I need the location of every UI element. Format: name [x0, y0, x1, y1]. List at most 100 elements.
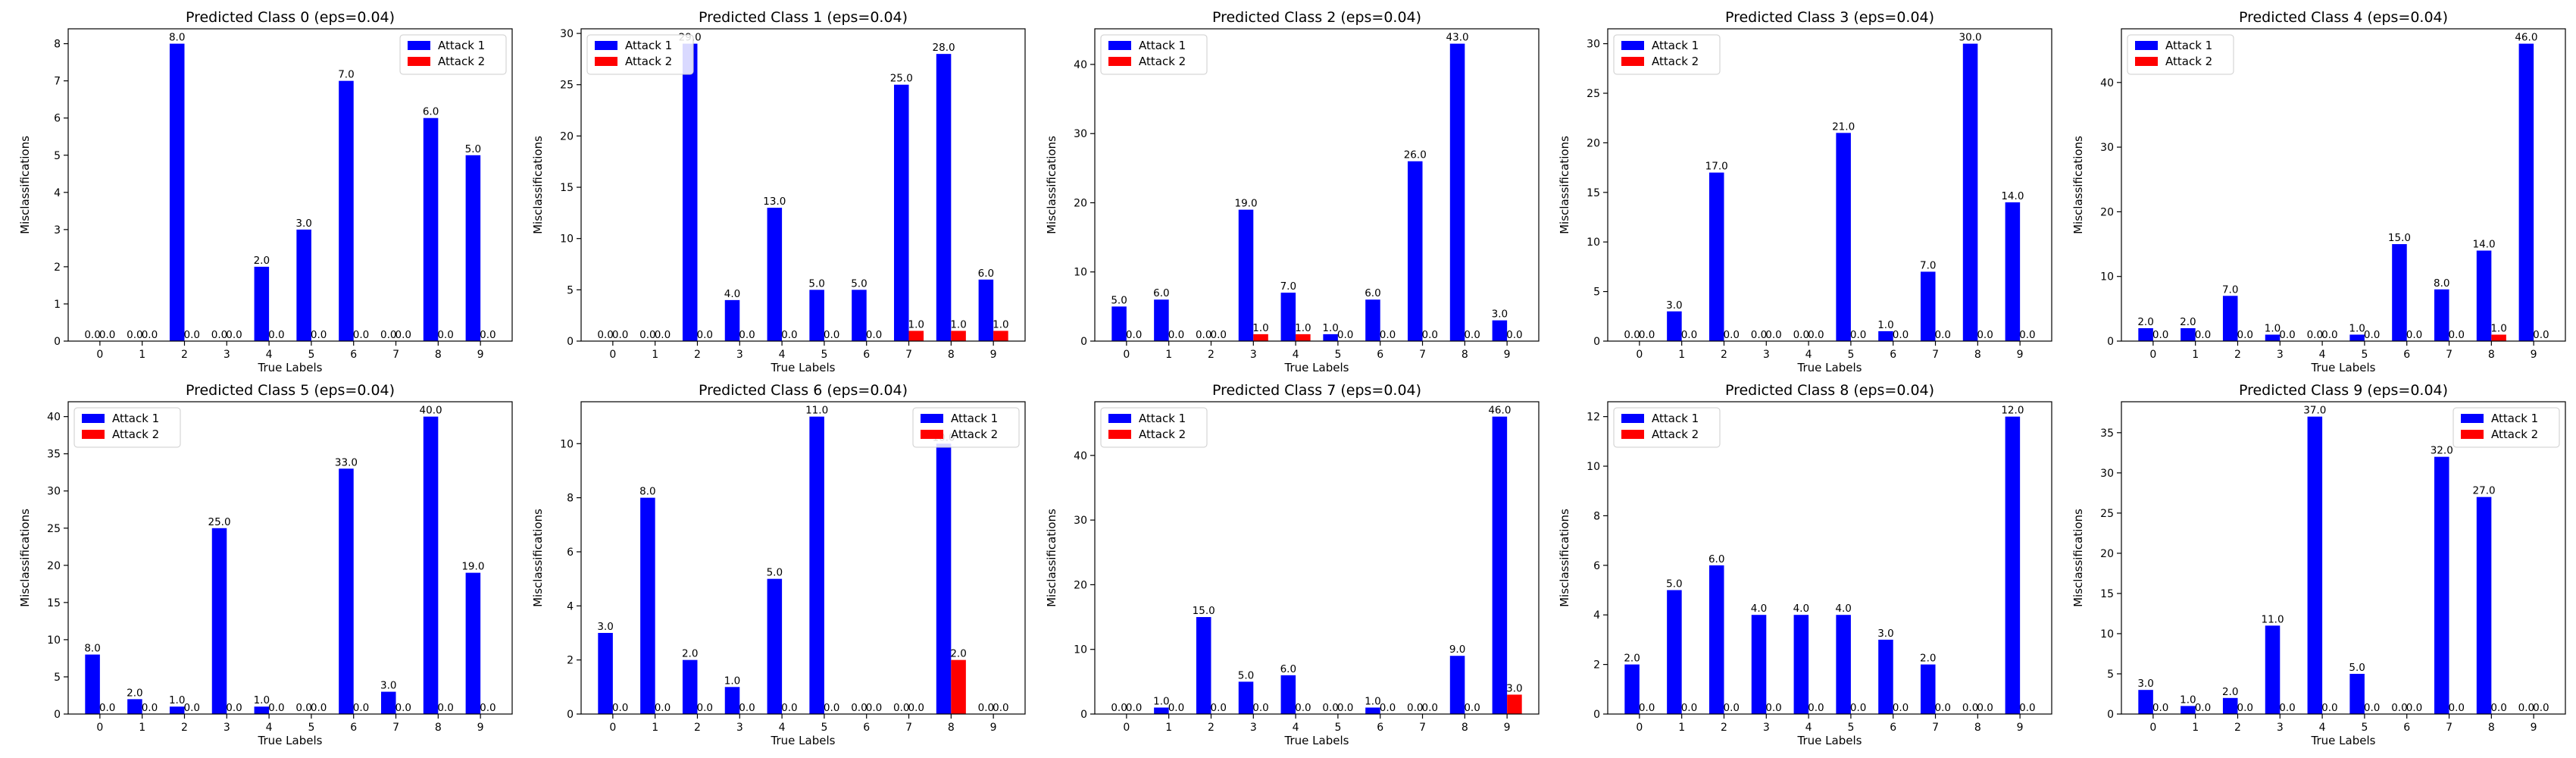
bar-value-label: 0.0 — [2307, 329, 2323, 341]
bar-value-label: 0.0 — [1962, 702, 1978, 714]
bar-value-label: 2.0 — [254, 255, 270, 267]
legend-label: Attack 1 — [1652, 39, 1699, 52]
bar-value-label: 0.0 — [142, 329, 158, 341]
x-tick-label: 0 — [609, 349, 616, 361]
panel-title: Predicted Class 9 (eps=0.04) — [2239, 382, 2448, 399]
x-tick-label: 0 — [1636, 722, 1643, 734]
bar-attack1 — [1280, 293, 1296, 341]
bar-value-label: 3.0 — [1877, 628, 1893, 640]
bar-value-label: 2.0 — [1920, 653, 1936, 665]
x-tick-label: 8 — [2488, 349, 2495, 361]
bar-value-label: 5.0 — [1238, 669, 1254, 681]
x-axis-label: True Labels — [771, 734, 836, 747]
bar-value-label: 3.0 — [380, 680, 396, 692]
bar-value-label: 0.0 — [295, 702, 311, 714]
x-tick-label: 9 — [1504, 349, 1511, 361]
x-tick-label: 7 — [2446, 722, 2453, 734]
x-tick-label: 4 — [779, 349, 786, 361]
bar-value-label: 0.0 — [480, 329, 496, 341]
x-tick-label: 1 — [139, 722, 145, 734]
bar-value-label: 5.0 — [1666, 578, 1682, 590]
y-tick-label: 10 — [47, 634, 61, 647]
bar-value-label: 0.0 — [2152, 329, 2168, 341]
bar-attack1 — [1836, 615, 1851, 714]
bar-attack1 — [1878, 639, 1893, 714]
bar-attack1 — [767, 208, 783, 341]
bar-value-label: 43.0 — [1446, 32, 1469, 44]
y-tick-label: 6 — [1593, 560, 1600, 572]
y-axis-label: Misclassifications — [1558, 136, 1571, 234]
bar-value-label: 0.0 — [353, 329, 369, 341]
y-tick-label: 40 — [2100, 77, 2114, 89]
bar-attack1 — [1836, 133, 1851, 342]
bar-value-label: 2.0 — [127, 687, 142, 699]
bar-attack1 — [1111, 306, 1127, 341]
bar-value-label: 0.0 — [851, 702, 867, 714]
bar-value-label: 0.0 — [866, 329, 882, 341]
x-axis-label: True Labels — [258, 734, 323, 747]
bar-attack1 — [2005, 202, 2021, 341]
legend-label: Attack 2 — [1139, 55, 1186, 68]
y-tick-label: 3 — [54, 224, 61, 236]
bar-attack1 — [2434, 289, 2449, 341]
bar-value-label: 0.0 — [612, 702, 628, 714]
legend-swatch-attack1 — [1621, 41, 1644, 50]
legend-label: Attack 2 — [112, 428, 159, 441]
bar-value-label: 0.0 — [1935, 329, 1951, 341]
bar-value-label: 0.0 — [353, 702, 369, 714]
bar-value-label: 0.0 — [2195, 329, 2211, 341]
bar-value-label: 0.0 — [2152, 702, 2168, 714]
bar-value-label: 0.0 — [2321, 702, 2337, 714]
bar-attack1 — [767, 578, 783, 714]
bar-attack1 — [1492, 320, 1508, 341]
bar-value-label: 25.0 — [890, 73, 913, 85]
y-tick-label: 10 — [1587, 236, 1600, 249]
bar-value-label: 0.0 — [2019, 329, 2035, 341]
bar-attack1 — [1365, 707, 1380, 714]
x-tick-label: 1 — [2192, 722, 2199, 734]
legend-swatch-attack2 — [82, 430, 105, 439]
bar-value-label: 0.0 — [1935, 702, 1951, 714]
legend-label: Attack 1 — [951, 412, 998, 425]
x-tick-label: 5 — [308, 349, 314, 361]
bar-value-label: 0.0 — [739, 329, 755, 341]
x-tick-label: 3 — [2277, 722, 2284, 734]
y-tick-label: 40 — [1074, 59, 1087, 71]
bar-value-label: 13.0 — [763, 196, 786, 208]
bar-attack1 — [2434, 456, 2449, 714]
y-tick-label: 20 — [1074, 197, 1087, 209]
x-tick-label: 1 — [652, 349, 658, 361]
bar-value-label: 8.0 — [169, 32, 185, 44]
bar-value-label: 0.0 — [1639, 702, 1655, 714]
y-tick-label: 10 — [560, 438, 574, 450]
legend-swatch-attack1 — [595, 41, 617, 50]
bar-attack1 — [640, 497, 655, 714]
y-tick-label: 20 — [1074, 579, 1087, 591]
x-tick-label: 1 — [2192, 349, 2199, 361]
x-tick-label: 0 — [96, 722, 103, 734]
y-axis-label: Misclassifications — [1045, 136, 1058, 234]
x-tick-label: 4 — [266, 349, 273, 361]
x-tick-label: 5 — [2361, 349, 2368, 361]
x-tick-label: 5 — [1334, 349, 1341, 361]
legend-swatch-attack2 — [2461, 430, 2484, 439]
bar-value-label: 0.0 — [1422, 702, 1438, 714]
bar-attack1 — [2265, 334, 2281, 341]
y-tick-label: 40 — [1074, 450, 1087, 462]
bar-attack1 — [893, 84, 909, 342]
y-tick-label: 5 — [567, 284, 574, 296]
bar-value-label: 0.0 — [1126, 329, 1142, 341]
bar-attack1 — [1449, 43, 1465, 341]
bar-attack1 — [1708, 565, 1724, 714]
bar-value-label: 2.0 — [2137, 316, 2153, 328]
bar-value-label: 0.0 — [2279, 702, 2295, 714]
y-tick-label: 0 — [1593, 709, 1600, 721]
bar-attack2 — [1507, 694, 1522, 714]
bar-attack1 — [380, 691, 396, 714]
y-tick-label: 4 — [567, 600, 574, 612]
bar-attack1 — [1920, 271, 1936, 341]
bar-attack1 — [1708, 172, 1724, 341]
x-tick-label: 9 — [2017, 349, 2024, 361]
bar-value-label: 0.0 — [866, 702, 882, 714]
